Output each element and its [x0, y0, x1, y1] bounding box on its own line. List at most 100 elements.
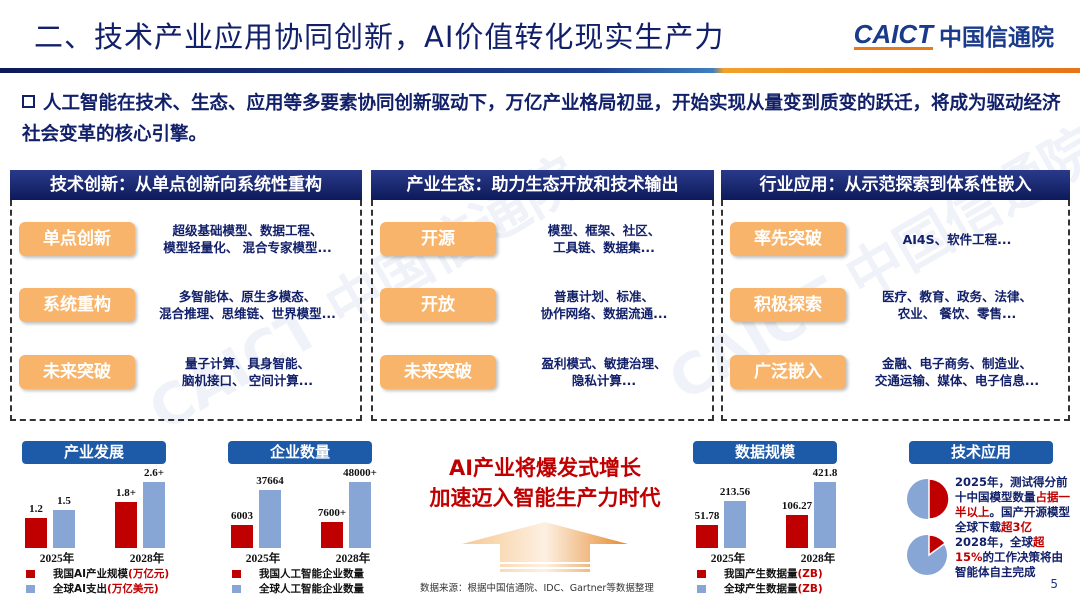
tech-item-2028: 2028年，全球超15%的工作决策将由智能体自主完成	[955, 535, 1070, 580]
legend-unit: (万亿元)	[128, 568, 170, 580]
legend-unit: (ZB)	[797, 567, 823, 580]
panel-0: 技术创新：从单点创新向系统性重构单点创新 超级基础模型、数据工程、 模型轻量化、 …	[10, 170, 362, 421]
category-pill: 广泛嵌入	[730, 355, 846, 389]
data-label: 1.5	[57, 494, 71, 507]
bullet-square-icon	[22, 95, 35, 108]
bar-chart-2: 51.78 213.56 2025年 106.27 421.8 2028年	[693, 467, 843, 565]
panel-row: 单点创新 超级基础模型、数据工程、 模型轻量化、 混合专家模型...	[12, 222, 360, 256]
slogan: AI产业将爆发式增长 加速迈入智能生产力时代	[395, 453, 695, 513]
data-label: 213.56	[719, 486, 751, 499]
category-pill: 未来突破	[380, 355, 496, 389]
legend-swatch	[232, 584, 241, 593]
text: 的工作决策将由智能体自主完成	[955, 550, 1064, 579]
legend-label: 全球AI支出	[53, 583, 108, 595]
x-tick-label: 2028年	[800, 553, 836, 565]
panel-row: 未来突破 盈利模式、敏捷治理、 隐私计算...	[373, 355, 712, 389]
panel-body: 开源 模型、框架、社区、 工具链、数据集... 开放 普惠计划、标准、 协作网络、数据…	[371, 200, 714, 421]
x-tick-label: 2025年	[39, 553, 75, 565]
bar	[724, 501, 746, 548]
legend-item: 全球人工智能企业数量	[232, 581, 364, 596]
category-desc: 盈利模式、敏捷治理、 隐私计算...	[541, 356, 667, 388]
x-tick-label: 2025年	[245, 553, 281, 565]
data-label: 6003	[231, 509, 253, 522]
category-pill: 开放	[380, 288, 496, 322]
bar	[143, 482, 165, 548]
panel-row: 未来突破 量子计算、具身智能、 脑机接口、 空间计算...	[12, 355, 360, 389]
bar	[349, 482, 371, 548]
pie-chart-2028	[907, 534, 947, 575]
legend-unit: (ZB)	[797, 582, 823, 595]
legend-swatch	[697, 584, 706, 593]
category-pill: 单点创新	[19, 222, 135, 256]
pie-slice-china	[928, 534, 947, 557]
page-title: 二、技术产业应用协同创新，AI价值转化现实生产力	[34, 20, 725, 54]
legend-swatch	[26, 584, 35, 593]
category-pill: 未来突破	[19, 355, 135, 389]
category-desc: 医疗、教育、政务、法律、 农业、 餐饮、零售...	[881, 289, 1032, 321]
data-label: 48000+	[343, 467, 377, 479]
chart-title: 企业数量	[228, 441, 372, 464]
legend-swatch	[26, 569, 35, 578]
data-label: 2.6+	[143, 467, 165, 479]
category-pill: 系统重构	[19, 288, 135, 322]
pie-chart-2025	[907, 478, 950, 520]
data-label: 106.27	[781, 499, 813, 512]
legend-label: 我国AI产业规模	[53, 568, 129, 580]
page-number: 5	[1050, 577, 1058, 591]
panel-row: 开源 模型、框架、社区、 工具链、数据集...	[373, 222, 712, 256]
intro-body: 人工智能在技术、生态、应用等多要素协同创新驱动下，万亿产业格局初显，开始实现从量…	[22, 93, 1061, 145]
slogan-line1: AI产业将爆发式增长	[448, 456, 642, 480]
text: 2028年，全球	[955, 535, 1034, 549]
legend-item: 我国人工智能企业数量	[232, 566, 364, 581]
bar	[786, 514, 808, 548]
panel-row: 率先突破 AI4S、软件工程...	[723, 222, 1068, 256]
legend-item: 我国AI产业规模 (万亿元)	[26, 566, 169, 581]
bar	[814, 482, 836, 548]
data-label: 1.2	[29, 502, 43, 515]
bar	[321, 521, 343, 548]
header-divider	[0, 68, 1080, 73]
chart-title: 产业发展	[22, 441, 166, 464]
category-desc: 量子计算、具身智能、 脑机接口、 空间计算...	[181, 356, 314, 388]
bar	[696, 524, 718, 548]
panel-row: 开放 普惠计划、标准、 协作网络、数据流通...	[373, 288, 712, 322]
legend-item: 我国产生数据量 (ZB)	[697, 566, 823, 581]
panel-1: 产业生态：助力生态开放和技术输出开源 模型、框架、社区、 工具链、数据集... 开放…	[371, 170, 714, 421]
legend-swatch	[232, 569, 241, 578]
panel-title: 产业生态：助力生态开放和技术输出	[371, 170, 714, 200]
legend-label: 全球产生数据量	[724, 583, 798, 595]
bar-chart-0: 1.2 1.5 2025年 1.8+ 2.6+ 2028年	[22, 467, 172, 565]
logo-en: CAICT	[853, 18, 933, 50]
text: 。国产开源模型全球下载	[955, 505, 1070, 534]
data-label: 421.8	[812, 467, 838, 479]
category-pill: 积极探索	[730, 288, 846, 322]
legend-swatch	[697, 569, 706, 578]
category-pill: 率先突破	[730, 222, 846, 256]
data-label: 1.8+	[115, 487, 137, 500]
x-tick-label: 2028年	[129, 553, 165, 565]
category-desc: 超级基础模型、数据工程、 模型轻量化、 混合专家模型...	[163, 223, 332, 255]
category-desc: 多智能体、原生多模态、 混合推理、思维链、世界模型...	[159, 289, 336, 321]
panel-title: 技术创新：从单点创新向系统性重构	[10, 170, 362, 200]
legend-item: 全球AI支出 (万亿美元)	[26, 581, 159, 596]
intro-text: 人工智能在技术、生态、应用等多要素协同创新驱动下，万亿产业格局初显，开始实现从量…	[22, 88, 1072, 150]
bar-chart-1: 6003 37664 2025年 7600+ 48000+ 2028年	[228, 467, 378, 565]
category-desc: 金融、电子商务、制造业、 交通运输、媒体、电子信息...	[874, 356, 1040, 388]
bar	[115, 502, 137, 548]
panel-body: 率先突破 AI4S、软件工程... 积极探索 医疗、教育、政务、法律、 农业、 餐饮、…	[721, 200, 1070, 421]
tech-item-2025: 2025年，测试得分前十中国模型数量占据一半以上。国产开源模型全球下载超3亿	[955, 475, 1070, 535]
x-tick-label: 2025年	[710, 553, 746, 565]
legend-unit: (万亿美元)	[107, 583, 159, 595]
panel-row: 广泛嵌入 金融、电子商务、制造业、 交通运输、媒体、电子信息...	[723, 355, 1068, 389]
bar	[25, 517, 47, 548]
text: 2025年，测试得分前十中国模型数量	[955, 475, 1068, 504]
panel-row: 系统重构 多智能体、原生多模态、 混合推理、思维链、世界模型...	[12, 288, 360, 322]
legend-label: 我国人工智能企业数量	[259, 568, 364, 580]
data-source: 数据来源：根据中国信通院、IDC、Gartner等数据整理	[420, 583, 654, 594]
x-tick-label: 2028年	[335, 553, 371, 565]
panel-row: 积极探索 医疗、教育、政务、法律、 农业、 餐饮、零售...	[723, 288, 1068, 322]
bar	[259, 489, 281, 548]
logo-cn: 中国信通院	[939, 25, 1054, 51]
legend-label: 我国产生数据量	[724, 568, 798, 580]
category-desc: AI4S、软件工程...	[902, 231, 1012, 247]
